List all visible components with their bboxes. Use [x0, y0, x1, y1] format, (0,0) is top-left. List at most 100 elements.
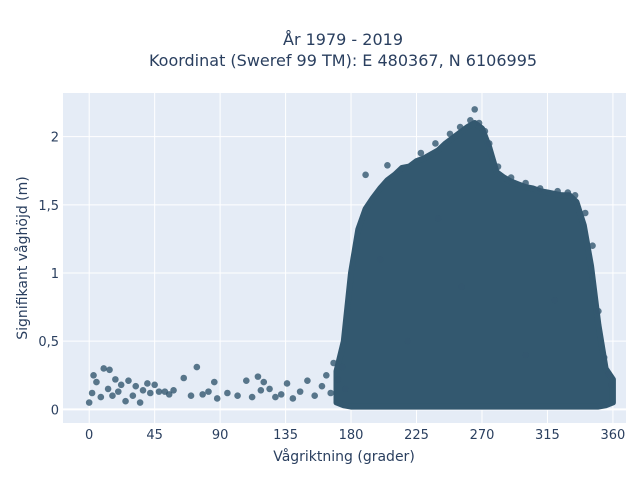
data-point — [608, 381, 615, 389]
data-point — [581, 209, 589, 217]
data-point — [595, 307, 602, 315]
x-tick-label: 90 — [212, 428, 229, 443]
data-point — [155, 388, 163, 395]
data-point — [234, 392, 241, 400]
data-point — [224, 389, 231, 397]
data-point — [600, 354, 608, 361]
data-point — [257, 386, 265, 394]
y-tick-label: 1 — [51, 267, 59, 282]
data-point — [151, 381, 158, 389]
data-point — [435, 215, 442, 222]
data-point — [404, 337, 412, 345]
data-point — [283, 380, 291, 387]
data-point — [339, 363, 346, 371]
data-point — [93, 378, 100, 386]
y-tick-label: 0 — [51, 403, 59, 418]
data-points — [85, 106, 616, 410]
data-point — [551, 296, 559, 304]
y-axis-ticks: 0 0,5 1 1,5 2 — [38, 131, 59, 419]
data-point — [125, 377, 132, 385]
data-point — [139, 386, 147, 394]
chart-title-line1: År 1979 - 2019 — [283, 30, 403, 49]
data-point — [88, 389, 96, 397]
data-point — [248, 393, 256, 401]
data-point — [471, 106, 479, 113]
data-point — [114, 388, 122, 395]
data-point — [384, 161, 391, 169]
data-point — [323, 371, 330, 379]
data-point — [304, 377, 311, 385]
data-point — [475, 119, 483, 127]
data-point — [170, 386, 177, 394]
data-point — [341, 385, 349, 393]
data-point — [254, 373, 262, 380]
data-point — [187, 392, 195, 400]
data-point — [104, 385, 112, 393]
y-tick-label: 0,5 — [38, 335, 59, 350]
dense-point-cloud — [333, 120, 616, 410]
data-point — [362, 171, 369, 179]
data-point — [117, 381, 125, 389]
data-point — [330, 359, 337, 367]
data-point — [494, 163, 502, 170]
data-point — [109, 392, 116, 400]
data-point — [522, 351, 529, 359]
data-point — [144, 380, 151, 387]
x-tick-label: 0 — [85, 428, 93, 443]
data-point — [417, 149, 425, 157]
data-point — [97, 393, 105, 401]
data-point — [272, 393, 279, 401]
data-point — [243, 377, 250, 385]
data-point — [507, 174, 515, 181]
x-tick-label: 270 — [470, 428, 495, 443]
y-axis-label: Signifikant våghöjd (m) — [14, 176, 31, 339]
data-point — [210, 378, 218, 386]
data-point — [205, 388, 212, 395]
x-axis-ticks: 0 45 90 135 180 225 270 315 360 — [85, 428, 625, 443]
data-point — [213, 395, 221, 402]
data-point — [564, 189, 572, 196]
data-point — [289, 395, 297, 402]
x-axis-label: Vågriktning (grader) — [273, 448, 415, 465]
data-point — [311, 392, 318, 400]
data-point — [376, 256, 384, 263]
data-point — [180, 374, 188, 382]
data-point — [481, 127, 489, 135]
data-point — [458, 283, 465, 290]
data-point — [522, 179, 529, 187]
data-point — [589, 242, 596, 250]
data-point — [605, 370, 612, 378]
data-point — [165, 391, 173, 398]
data-point — [199, 391, 206, 398]
data-point — [85, 399, 93, 406]
data-point — [193, 363, 201, 371]
data-point — [327, 389, 334, 397]
x-tick-label: 225 — [404, 428, 429, 443]
chart-title-line2: Koordinat (Sweref 99 TM): E 480367, N 61… — [149, 51, 537, 70]
x-tick-label: 315 — [535, 428, 560, 443]
data-point — [456, 123, 464, 131]
data-point — [536, 185, 544, 192]
data-point — [100, 365, 108, 372]
data-point — [112, 376, 119, 383]
x-tick-label: 180 — [339, 428, 364, 443]
data-point — [90, 371, 97, 379]
data-point — [106, 366, 113, 374]
data-point — [122, 397, 129, 405]
data-point — [129, 392, 137, 400]
data-point — [136, 399, 144, 406]
data-point — [277, 391, 285, 398]
data-point — [334, 376, 342, 383]
data-point — [467, 116, 474, 124]
data-point — [446, 130, 454, 138]
y-tick-label: 2 — [51, 131, 59, 146]
y-tick-label: 1,5 — [38, 199, 59, 214]
x-tick-label: 360 — [600, 428, 625, 443]
data-point — [485, 140, 493, 147]
data-point — [554, 187, 561, 195]
x-tick-label: 45 — [146, 428, 163, 443]
data-point — [571, 191, 579, 199]
data-point — [432, 140, 439, 147]
x-tick-label: 135 — [273, 428, 298, 443]
